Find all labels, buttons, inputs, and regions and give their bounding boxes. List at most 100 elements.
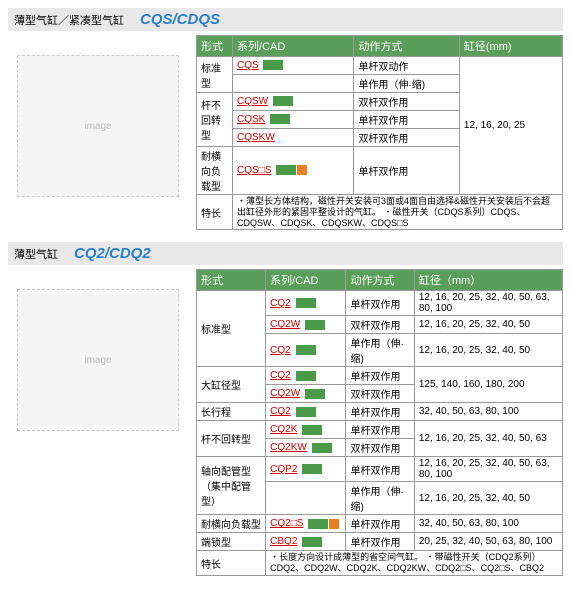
cell-action: 单杆双作用 xyxy=(346,421,414,439)
cell-form: 轴向配管型（集中配管型） xyxy=(197,457,266,515)
cell-dia: 20, 25, 32, 40, 50, 63, 80, 100 xyxy=(414,533,562,551)
section2-header: 薄型气缸 CQ2/CDQ2 xyxy=(8,242,563,265)
col-form: 形式 xyxy=(197,36,233,57)
cell-series: CBQ2 xyxy=(266,533,346,551)
section1-table: 形式 系列/CAD 动作方式 缸径(mm) 标准型 CQS 单杆双动作 12, … xyxy=(196,35,563,230)
cad-icon[interactable] xyxy=(270,114,290,124)
cell-dia: 12, 16, 20, 25, 32, 40, 50, 63, 80, 100 xyxy=(414,457,562,482)
series-link[interactable]: CQ2W xyxy=(270,319,300,330)
cell-action: 双杆双作用 xyxy=(354,93,459,111)
cad-icon[interactable] xyxy=(296,345,316,355)
cell-action: 双杆双作用 xyxy=(346,316,414,334)
cell-action: 单作用（伸·缩) xyxy=(346,334,414,367)
series-link[interactable]: CQSW xyxy=(237,96,268,107)
features-label: 特长 xyxy=(197,195,233,230)
cell-series: CQP2 xyxy=(266,457,346,482)
cad-orange-icon[interactable] xyxy=(329,519,339,529)
cell-form: 标准型 xyxy=(197,57,233,93)
section2-title-en: CQ2/CDQ2 xyxy=(74,245,151,262)
cell-action: 单杆双作用 xyxy=(346,457,414,482)
image-placeholder-box: image xyxy=(17,55,179,197)
cell-dia: 12, 16, 20, 25, 32, 40, 50 xyxy=(414,316,562,334)
series-link[interactable]: CQ2 xyxy=(270,345,291,356)
section2-title-zh: 薄型气缸 xyxy=(14,246,58,262)
cell-series: CQ2□S xyxy=(266,515,346,533)
cell-series: CQSKW xyxy=(233,129,354,147)
cell-action: 单杆双动作 xyxy=(354,57,459,75)
cell-series: CQSK xyxy=(233,111,354,129)
cad-icon[interactable] xyxy=(302,425,322,435)
image-placeholder-box: image xyxy=(17,289,179,431)
cell-form: 耐横向负载型 xyxy=(197,147,233,195)
features-text: ・薄型长方体结构，磁性开关安装可3面或4面自由选择&磁性开关安装后不会超出缸径外… xyxy=(233,195,563,230)
cad-orange-icon[interactable] xyxy=(297,165,307,175)
cell-dia: 12, 16, 20, 25, 32, 40, 50 xyxy=(414,482,562,515)
cad-icon[interactable] xyxy=(312,443,332,453)
cell-action: 单杆双作用 xyxy=(346,533,414,551)
series-link[interactable]: CQSKW xyxy=(237,132,275,143)
cad-icon[interactable] xyxy=(296,371,316,381)
cell-form: 杆不回转型 xyxy=(197,93,233,147)
cell-dia: 12, 16, 20, 25 xyxy=(459,57,562,195)
cell-action: 单杆双作用 xyxy=(346,515,414,533)
col-dia: 缸径(mm) xyxy=(459,36,562,57)
features-text: ・长度方向设计成薄型的省空间气缸。 ・带磁性开关（CDQ2系列）CDQ2、CDQ… xyxy=(266,551,563,576)
cell-series xyxy=(266,482,346,515)
cad-icon[interactable] xyxy=(273,96,293,106)
series-link[interactable]: CQ2 xyxy=(270,370,291,381)
section1-table-wrap: 形式 系列/CAD 动作方式 缸径(mm) 标准型 CQS 单杆双动作 12, … xyxy=(196,35,563,230)
series-link[interactable]: CQS□S xyxy=(237,165,271,176)
section1-title-en: CQS/CDQS xyxy=(140,11,220,28)
series-link[interactable]: CQ2 xyxy=(270,298,291,309)
series-link[interactable]: CBQ2 xyxy=(270,536,297,547)
cad-icon[interactable] xyxy=(296,407,316,417)
cell-form: 大缸径型 xyxy=(197,367,266,403)
col-series: 系列/CAD xyxy=(233,36,354,57)
cad-icon[interactable] xyxy=(305,320,325,330)
cell-dia: 12, 16, 20, 25, 32, 40, 50 xyxy=(414,334,562,367)
cell-series: CQ2 xyxy=(266,334,346,367)
col-series: 系列/CAD xyxy=(266,270,346,291)
series-link[interactable]: CQ2K xyxy=(270,424,297,435)
section1-header: 薄型气缸／紧凑型气缸 CQS/CDQS xyxy=(8,8,563,31)
cad-icon[interactable] xyxy=(308,519,328,529)
cell-action: 单作用（伸·缩) xyxy=(346,482,414,515)
section2-table: 形式 系列/CAD 动作方式 缸径（mm） 标准型 CQ2 单杆双作用 12, … xyxy=(196,269,563,576)
cell-series: CQS□S xyxy=(233,147,354,195)
col-action: 动作方式 xyxy=(354,36,459,57)
cad-icon[interactable] xyxy=(263,60,283,70)
cell-action: 双杆双作用 xyxy=(346,385,414,403)
features-label: 特长 xyxy=(197,551,266,576)
cell-dia: 32, 40, 50, 63, 80, 100 xyxy=(414,403,562,421)
section2-body: image 形式 系列/CAD 动作方式 缸径（mm） 标准型 CQ2 单杆双作… xyxy=(8,269,563,576)
cell-dia: 32, 40, 50, 63, 80, 100 xyxy=(414,515,562,533)
cell-series: CQ2K xyxy=(266,421,346,439)
series-link[interactable]: CQSK xyxy=(237,114,265,125)
series-link[interactable]: CQS xyxy=(237,60,259,71)
section1-body: image 形式 系列/CAD 动作方式 缸径(mm) 标准型 CQS 单杆双动… xyxy=(8,35,563,230)
series-link[interactable]: CQ2 xyxy=(270,406,291,417)
series-link[interactable]: CQ2KW xyxy=(270,442,307,453)
cell-action: 单杆双作用 xyxy=(354,147,459,195)
cell-dia: 12, 16, 20, 25, 32, 40, 50, 63, 80, 100 xyxy=(414,291,562,316)
cell-dia: 125, 140, 160, 180, 200 xyxy=(414,367,562,403)
cad-icon[interactable] xyxy=(302,464,322,474)
cell-action: 单杆双作用 xyxy=(346,367,414,385)
cell-series: CQ2 xyxy=(266,403,346,421)
cell-series: CQSW xyxy=(233,93,354,111)
cell-series: CQ2 xyxy=(266,367,346,385)
cell-series: CQ2W xyxy=(266,316,346,334)
series-link[interactable]: CQ2W xyxy=(270,388,300,399)
cad-icon[interactable] xyxy=(305,389,325,399)
cell-series: CQ2KW xyxy=(266,439,346,457)
series-link[interactable]: CQ2□S xyxy=(270,518,303,529)
cell-form: 长行程 xyxy=(197,403,266,421)
series-link[interactable]: CQP2 xyxy=(270,464,297,475)
cad-icon[interactable] xyxy=(302,537,322,547)
cad-icon[interactable] xyxy=(296,298,316,308)
section2-image: image xyxy=(8,269,188,576)
cell-form: 标准型 xyxy=(197,291,266,367)
cell-form: 端锁型 xyxy=(197,533,266,551)
cell-action: 双杆双作用 xyxy=(354,129,459,147)
cad-icon[interactable] xyxy=(276,165,296,175)
